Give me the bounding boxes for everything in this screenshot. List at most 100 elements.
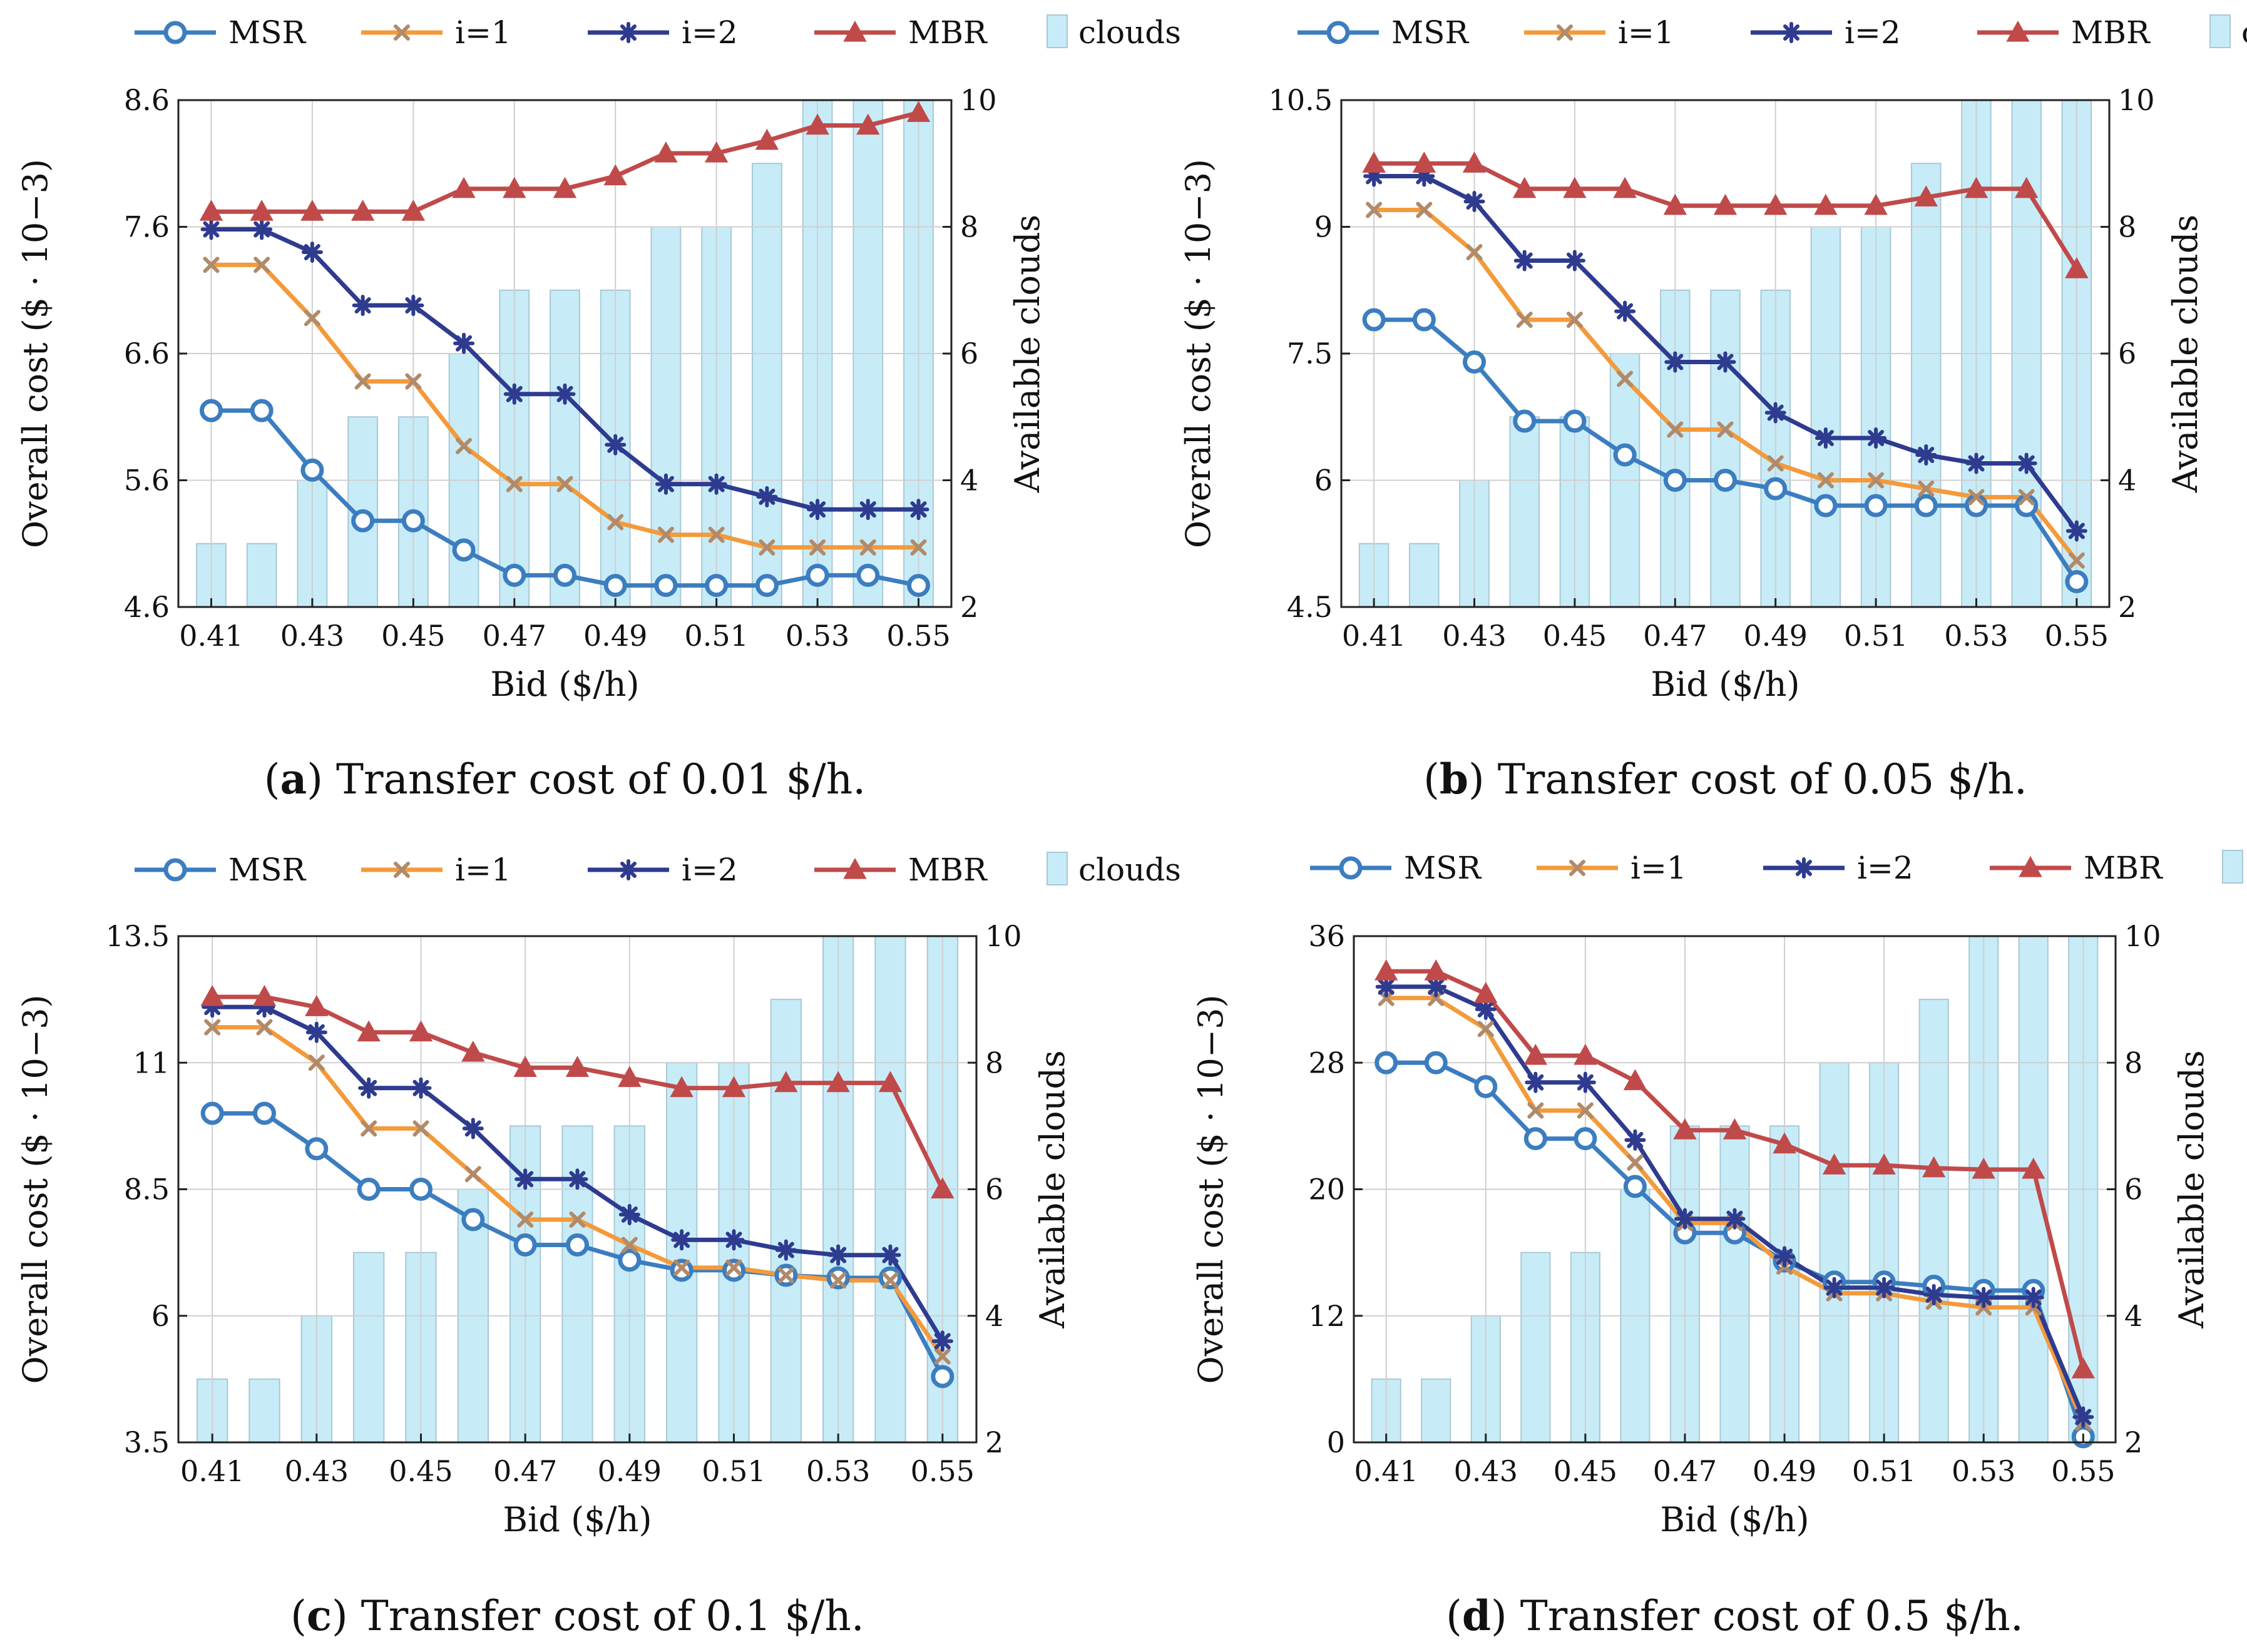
caption-paren: (	[1423, 755, 1440, 803]
data-point-MSR	[755, 574, 779, 598]
data-point-MBR	[2065, 257, 2089, 278]
data-point-i2	[301, 242, 323, 263]
data-point-i2	[453, 332, 475, 354]
data-point-i2	[514, 1168, 536, 1190]
data-point-MSR	[566, 1233, 589, 1257]
data-point-i1	[657, 526, 674, 543]
panel-caption: (a) Transfer cost of 0.01 $/h.	[264, 755, 866, 803]
x-tick-label: 0.49	[1753, 1454, 1816, 1488]
data-point-i2	[1724, 1208, 1746, 1230]
data-point-i2	[931, 1330, 953, 1352]
data-point-MBR	[755, 128, 779, 150]
legend-bar-clouds	[2209, 14, 2231, 48]
clouds-bar	[1819, 1062, 1850, 1443]
y2-tick-label: 2	[985, 1425, 1003, 1459]
data-point-MSR	[199, 399, 223, 422]
y-tick-label: 10.5	[1269, 83, 1333, 117]
data-point-i2	[1375, 976, 1397, 997]
data-point-i2	[1714, 351, 1736, 373]
data-point-i2	[1525, 1071, 1547, 1093]
panel-caption: (c) Transfer cost of 0.1 $/h.	[290, 1591, 864, 1640]
data-point-MBR	[1513, 176, 1537, 198]
clouds-bar	[666, 1062, 698, 1443]
data-point-i2	[671, 1229, 693, 1251]
data-point-i2	[879, 1244, 901, 1266]
data-point-MSR	[1613, 443, 1637, 467]
data-point-i2	[2065, 520, 2087, 542]
data-point-i2	[1774, 1246, 1796, 1268]
data-point-MBR	[200, 985, 224, 1006]
legend-label: i=2	[682, 14, 738, 51]
data-point-i2	[1973, 1287, 1995, 1308]
legend-label: clouds	[1078, 14, 1181, 51]
legend-marker-MBR	[2006, 20, 2030, 42]
data-point-i2	[1463, 191, 1485, 212]
data-point-i2	[756, 486, 778, 507]
data-point-i2	[807, 499, 829, 521]
data-point-MSR	[931, 1365, 955, 1389]
data-point-MBR	[1764, 193, 1788, 215]
data-point-i1	[361, 1120, 377, 1137]
data-point-i1	[934, 1348, 951, 1365]
data-point-MBR	[1872, 1153, 1896, 1175]
clouds-bar	[1421, 1378, 1451, 1443]
caption-text: Transfer cost of 0.01 $/h.	[336, 755, 866, 803]
data-point-i1	[256, 1019, 273, 1036]
x-tick-label: 0.53	[1952, 1454, 2015, 1488]
x-tick-label: 0.45	[1553, 1454, 1617, 1488]
data-point-MSR	[253, 1101, 276, 1125]
x-axis-label: Bid ($/h)	[490, 665, 639, 704]
caption-paren: )	[1468, 755, 1498, 803]
caption-letter: c	[307, 1591, 332, 1640]
data-point-i2	[857, 499, 879, 521]
y2-tick-label: 4	[2124, 1299, 2142, 1333]
caption-text: Transfer cost of 0.5 $/h.	[1520, 1592, 2024, 1640]
data-point-i1	[725, 1259, 742, 1276]
x-axis-label: Bid ($/h)	[1660, 1500, 1809, 1539]
data-point-i1	[1428, 989, 1445, 1006]
y-tick-label: 28	[1308, 1046, 1345, 1079]
data-point-i2	[827, 1244, 849, 1266]
data-point-i1	[1968, 489, 1985, 506]
data-point-MSR	[705, 574, 729, 598]
data-point-MSR	[513, 1233, 537, 1257]
legend-label: MBR	[908, 14, 988, 51]
data-point-MSR	[1663, 469, 1687, 492]
data-point-MSR	[553, 563, 576, 587]
y-tick-label: 6	[1314, 464, 1333, 497]
legend-label: MSR	[1404, 850, 1482, 886]
chart-panel-a: 0.41 0.43 0.45 0.47 0.49 0.51 0.53 0.55 4.6 5.6 6.…	[16, 14, 1181, 803]
x-tick-label: 0.55	[911, 1454, 975, 1488]
data-point-i1	[607, 514, 624, 531]
data-point-i2	[1865, 427, 1887, 449]
data-point-MBR	[1814, 193, 1838, 215]
data-point-MSR	[503, 563, 526, 587]
y-tick-label: 36	[1308, 919, 1345, 953]
data-point-i2	[1674, 1208, 1696, 1230]
data-point-MBR	[1424, 959, 1448, 981]
x-tick-label: 0.41	[180, 1454, 244, 1488]
data-point-MSR	[401, 509, 425, 533]
data-point-i1	[464, 1166, 481, 1183]
data-point-MSR	[2065, 570, 2089, 593]
data-point-MSR	[461, 1208, 485, 1231]
y2-tick-label: 6	[985, 1173, 1003, 1206]
data-point-MBR	[1972, 1157, 1995, 1179]
data-point-i2	[1475, 998, 1497, 1020]
data-point-i2	[1764, 402, 1786, 424]
data-point-MSR	[1523, 1127, 1547, 1151]
data-point-MBR	[351, 200, 375, 221]
data-point-MSR	[300, 458, 324, 482]
data-point-i2	[1664, 351, 1686, 373]
y2-tick-label: 8	[2118, 210, 2136, 244]
x-tick-label: 0.51	[702, 1454, 765, 1488]
data-point-i1	[1378, 989, 1395, 1006]
data-point-MBR	[409, 1020, 433, 1042]
data-point-MSR	[1574, 1127, 1597, 1151]
y-tick-label: 9	[1314, 210, 1333, 244]
data-point-MBR	[1374, 959, 1398, 981]
caption-text: Transfer cost of 0.1 $/h.	[361, 1592, 864, 1640]
